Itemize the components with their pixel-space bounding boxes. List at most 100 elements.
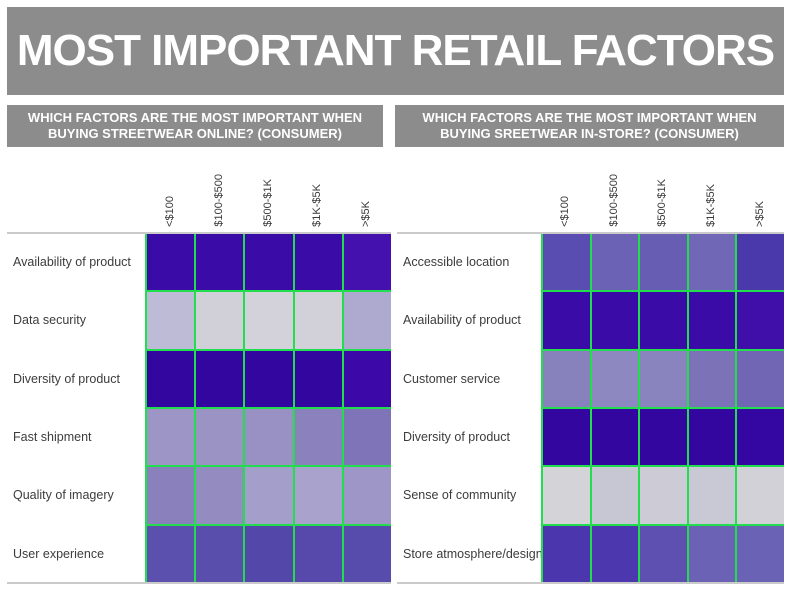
column-header-label: $500-$1K (262, 179, 274, 227)
title-bar: MOST IMPORTANT RETAIL FACTORS (7, 7, 784, 95)
heatmap-cell (543, 467, 590, 524)
panel-subtitle-instore-text: WHICH FACTORS ARE THE MOST IMPORTANT WHE… (422, 109, 757, 141)
heatmap-cell (294, 234, 342, 291)
heatmap-cell (543, 525, 590, 582)
heatmap-cell (196, 234, 244, 291)
column-header: $1K-$5K (293, 150, 342, 232)
row-label: Data security (7, 292, 145, 348)
heatmap-cell (245, 525, 293, 582)
heatmap-cell (294, 292, 342, 349)
column-header-label: <$100 (163, 196, 176, 227)
heatmap-cell (688, 525, 736, 582)
column-header: $500-$1K (638, 150, 687, 232)
heatmap-cell (245, 234, 293, 291)
row-label-text: Data security (13, 313, 86, 328)
column-header-label: $100-$500 (607, 174, 620, 227)
column-header-label: $1K-$5K (311, 184, 324, 227)
heatmap-cell (245, 467, 293, 524)
heatmap-cell (591, 292, 639, 349)
panel-subtitle-online-text: WHICH FACTORS ARE THE MOST IMPORTANT WHE… (27, 109, 363, 141)
row-label: Fast shipment (7, 409, 145, 465)
heatmap-cell (591, 350, 639, 407)
panel-subtitle-online: WHICH FACTORS ARE THE MOST IMPORTANT WHE… (7, 105, 383, 147)
row-labels-instore: Accessible location Availability of produ… (397, 234, 543, 582)
row-label-text: Fast shipment (13, 430, 92, 445)
heatmap-cell (737, 234, 784, 291)
heatmap-cell (737, 292, 784, 349)
heatmap-cell (343, 292, 391, 349)
column-header-label: >$5K (753, 201, 766, 227)
heatmap-cell (640, 467, 687, 524)
row-label-text: Availability of product (403, 313, 521, 328)
heatmap-cell (343, 350, 391, 407)
column-header-label: >$5K (360, 201, 373, 227)
row-label: Availability of product (397, 292, 543, 348)
heatmap-cell (543, 408, 590, 466)
heatmap-cell (543, 350, 590, 407)
row-label: Diversity of product (7, 351, 145, 407)
heatmap-cell (688, 467, 736, 524)
column-header: <$100 (145, 150, 194, 232)
heatmap-cell (591, 467, 639, 524)
row-label-text: Accessible location (403, 255, 510, 270)
column-header: $1K-$5K (687, 150, 736, 232)
heatmap-cell (343, 234, 391, 291)
column-header: $100-$500 (590, 150, 639, 232)
axis-line-top-online (7, 232, 391, 234)
row-label: Quality of imagery (7, 467, 145, 523)
heatmap-cell (543, 292, 590, 349)
heatmap-cell (688, 234, 736, 291)
row-label-text: Store atmosphere/design (403, 546, 543, 561)
column-headers-online: <$100 $100-$500 $500-$1K $1K-$5K >$5K (145, 150, 391, 232)
heatmap-cell (640, 408, 687, 466)
heatmap-cell (294, 408, 342, 466)
column-header: $100-$500 (194, 150, 243, 232)
heatmap-cell (737, 350, 784, 407)
heatmap-cell (196, 467, 244, 524)
heatmap-cell (245, 350, 293, 407)
heatmap-cell (147, 467, 195, 524)
heatmap-cell (591, 525, 639, 582)
row-label-text: Availability of product (13, 255, 131, 270)
panel-subtitle-instore: WHICH FACTORS ARE THE MOST IMPORTANT WHE… (395, 105, 784, 147)
row-label: Diversity of product (397, 409, 543, 465)
heatmap-cell (343, 525, 391, 582)
heatmap-cell (196, 525, 244, 582)
column-header-label: <$100 (559, 196, 572, 227)
column-header-label: $100-$500 (212, 174, 225, 227)
heatmap-cell (294, 525, 342, 582)
row-label: Store atmosphere/design (397, 526, 543, 582)
row-label-text: User experience (13, 546, 105, 561)
row-label-text: Diversity of product (403, 430, 510, 445)
row-label-text: Diversity of product (13, 371, 120, 386)
axis-line-bottom-instore (397, 582, 784, 584)
heatmap-cell (591, 234, 639, 291)
heatmap-cell (640, 234, 687, 291)
column-header: $500-$1K (243, 150, 292, 232)
row-label: User experience (7, 526, 145, 582)
row-label: Customer service (397, 351, 543, 407)
heatmap-cell (196, 350, 244, 407)
row-label-text: Sense of community (403, 488, 517, 503)
axis-line-top-instore (397, 232, 784, 234)
heatmap-cell (343, 467, 391, 524)
heatmap-cell (196, 408, 244, 466)
heatmap-cell (294, 467, 342, 524)
heatmap-grid-instore (541, 234, 784, 582)
heatmap-cell (343, 408, 391, 466)
row-label-text: Customer service (403, 371, 501, 386)
column-header: <$100 (541, 150, 590, 232)
column-header-label: $1K-$5K (705, 184, 718, 227)
heatmap-cell (147, 350, 195, 407)
heatmap-grid-online (145, 234, 391, 582)
heatmap-cell (543, 234, 590, 291)
row-label: Sense of community (397, 467, 543, 523)
heatmap-cell (688, 408, 736, 466)
heatmap-cell (640, 525, 687, 582)
heatmap-cell (737, 467, 784, 524)
heatmap-cell (688, 350, 736, 407)
row-labels-online: Availability of product Data security Dive… (7, 234, 145, 582)
row-label: Accessible location (397, 234, 543, 290)
heatmap-cell (196, 292, 244, 349)
